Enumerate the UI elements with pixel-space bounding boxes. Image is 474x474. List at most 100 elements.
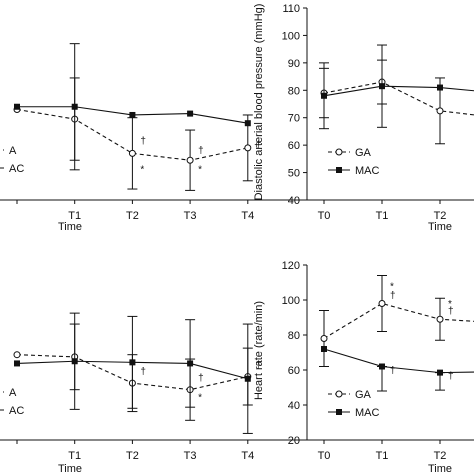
y-tick-label: 40 (288, 400, 300, 412)
series-line-ga (16, 108, 248, 161)
y-tick-label: 100 (282, 295, 300, 307)
x-axis-label: Time (428, 221, 452, 233)
data-point-ga (378, 300, 386, 307)
x-tick-label: T2 (434, 450, 447, 462)
y-tick-label: 70 (288, 113, 300, 125)
data-point-mac (244, 120, 251, 127)
legend-symbol-ga (335, 148, 343, 156)
x-tick-label: T2 (126, 210, 139, 222)
legend-label-ga: GA (355, 389, 372, 401)
y-tick-label: 60 (288, 365, 300, 377)
data-point-mac (129, 111, 136, 118)
y-tick-label: 40 (288, 195, 300, 207)
y-tick-label: 60 (288, 140, 300, 152)
significance-marker: † (448, 371, 454, 382)
x-tick-label: T0 (318, 450, 331, 462)
series-mac (14, 312, 253, 434)
chart-panel-top-left: T1 T2 T3 T4 Time † * † * † A AC (0, 43, 474, 233)
significance-marker: * (198, 165, 202, 176)
x-tick-label: T2 (434, 210, 447, 222)
x-tick-label: T1 (68, 450, 81, 462)
significance-marker: † (390, 290, 396, 301)
series-ga (13, 323, 253, 421)
data-point-mac (71, 103, 78, 110)
x-tick-label: T3 (184, 210, 197, 222)
y-tick-label: 80 (288, 330, 300, 342)
data-point-ga (244, 144, 252, 152)
y-tick-label: 80 (288, 85, 300, 97)
data-point-ga (128, 149, 136, 157)
x-tick-label: T4 (241, 450, 254, 462)
series-line-ga (323, 81, 474, 116)
significance-marker: † (198, 373, 204, 384)
legend-symbol-mac (336, 167, 342, 173)
chart-panel-bottom-left: T1 T2 T3 T4 Time † † * † A AC (0, 312, 474, 474)
x-tick-label: T2 (126, 450, 139, 462)
legend-label-ga: GA (355, 147, 372, 159)
y-tick-label: 90 (288, 58, 300, 70)
series-ga (13, 77, 253, 191)
legend: GA MAC (328, 147, 380, 177)
series-mac (14, 43, 251, 171)
legend-label-ga: A (9, 145, 17, 157)
significance-marker: † (448, 306, 454, 317)
x-axis-label: Time (58, 463, 82, 474)
x-tick-label: T1 (376, 210, 389, 222)
x-tick-label: T4 (241, 210, 254, 222)
x-tick-label: T1 (376, 450, 389, 462)
significance-marker: * (140, 165, 144, 176)
y-tick-label: 50 (288, 168, 300, 180)
data-point-mac (321, 346, 327, 352)
data-point-mac (321, 92, 327, 99)
data-point-mac (187, 360, 194, 367)
series-ga (319, 275, 474, 367)
legend: A AC (0, 145, 24, 175)
y-tick-label: 110 (282, 3, 300, 15)
significance-marker: † (256, 140, 262, 151)
data-point-mac (379, 83, 385, 90)
legend-symbol-ga (335, 390, 343, 398)
y-tick-label: 20 (288, 435, 300, 447)
x-tick-label: T1 (68, 210, 81, 222)
data-point-ga (320, 335, 328, 342)
significance-marker: † (198, 145, 204, 156)
data-point-mac (187, 110, 194, 117)
data-point-ga (436, 315, 444, 323)
x-tick-label: T3 (184, 450, 197, 462)
x-axis-label: Time (58, 221, 82, 233)
data-point-ga (13, 351, 21, 359)
legend-label-mac: MAC (355, 407, 380, 419)
significance-marker: * (198, 393, 202, 404)
x-tick-label: T0 (318, 210, 331, 222)
y-axis-label: Diastolic arterial blood pressure (mmHg) (253, 4, 265, 201)
significance-marker: † (256, 360, 262, 371)
data-point-mac (379, 363, 385, 370)
y-axis-label: Heart rate (rate/min) (253, 301, 265, 400)
data-point-ga (186, 156, 194, 164)
data-point-mac (244, 375, 251, 382)
significance-marker: † (140, 136, 146, 147)
series-line-mac (323, 85, 474, 97)
significance-marker: * (390, 282, 394, 293)
data-point-mac (437, 84, 443, 91)
legend-symbol-mac (336, 409, 342, 415)
legend-label-mac: MAC (355, 165, 380, 177)
data-point-ga (436, 107, 444, 115)
data-point-mac (14, 360, 20, 367)
data-point-mac (71, 358, 78, 365)
legend-label-ga: A (9, 387, 17, 399)
significance-marker: * (448, 299, 452, 310)
legend: A AC (0, 387, 24, 417)
series-ga (319, 59, 474, 145)
significance-marker: † (140, 366, 146, 377)
x-axis-label: Time (428, 463, 452, 474)
legend: GA MAC (328, 389, 380, 419)
series-line-mac (323, 348, 474, 374)
legend-label-mac: AC (9, 163, 24, 175)
series-mac (321, 346, 474, 392)
series-mac (319, 44, 474, 130)
data-point-mac (129, 359, 136, 366)
